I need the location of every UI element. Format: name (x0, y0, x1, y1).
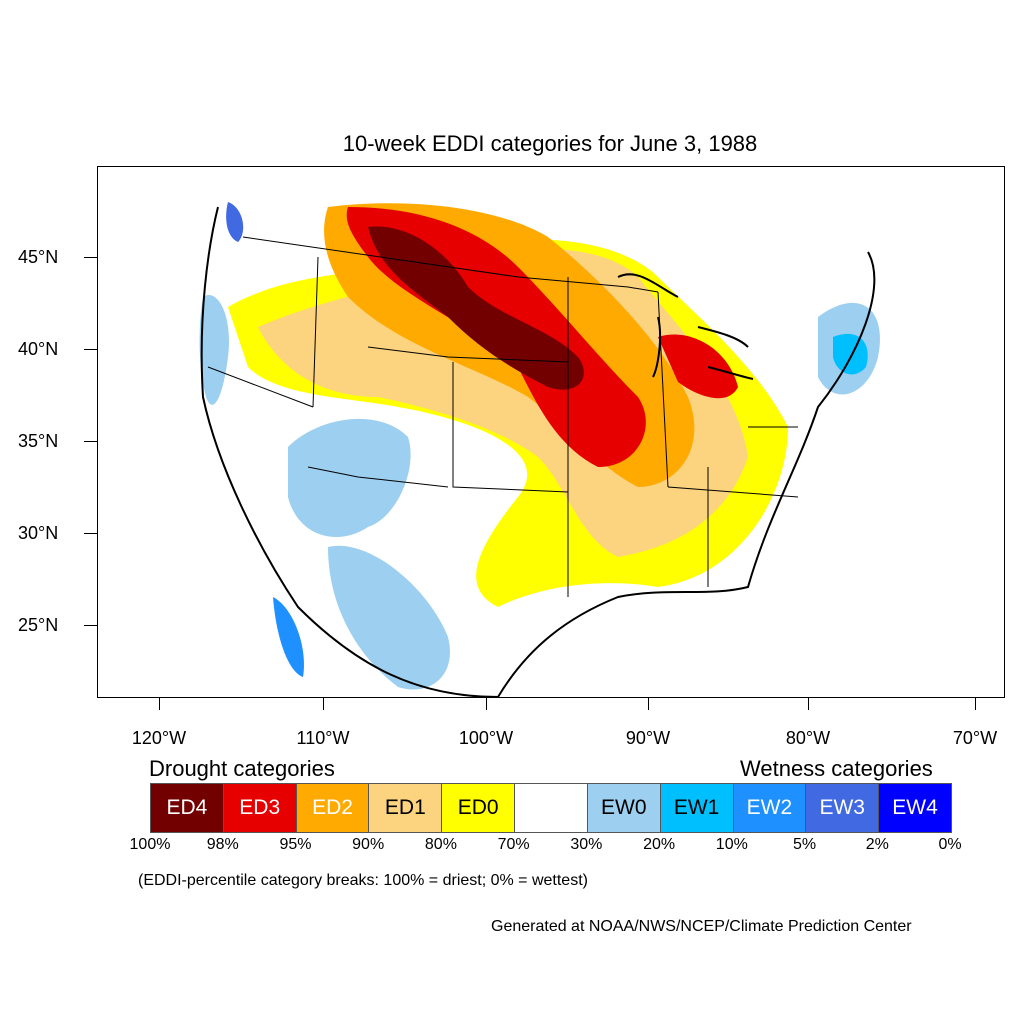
break-label: 70% (497, 836, 530, 853)
break-label: 90% (352, 836, 385, 853)
credit-text: Generated at NOAA/NWS/NCEP/Climate Predi… (491, 918, 912, 935)
lat-label-25: 25°N (18, 615, 59, 635)
lon-label-80: 80°W (785, 728, 831, 748)
legend-swatch-ed4: ED4 (151, 784, 224, 832)
great-lakes (617, 273, 754, 380)
lon-tick (323, 697, 324, 710)
wet-baja (273, 597, 304, 677)
break-label: 30% (570, 836, 603, 853)
legend-swatch-ew4: EW4 (879, 784, 951, 832)
lon-tick (648, 697, 649, 710)
legend-swatch-ew3: EW3 (806, 784, 880, 832)
legend-note: (EDDI-percentile category breaks: 100% =… (138, 872, 588, 889)
boundary-lines (207, 236, 799, 597)
legend-swatch-ed0: ED0 (442, 784, 516, 832)
wet-mexico (328, 545, 450, 690)
lon-label-120: 120°W (131, 728, 187, 748)
lon-tick (808, 697, 809, 710)
wetness-heading: Wetness categories (740, 756, 933, 781)
map-title: 10-week EDDI categories for June 3, 1988 (342, 131, 758, 156)
lon-label-90: 90°W (625, 728, 671, 748)
wet-northeast-core (833, 333, 868, 375)
ed4-region (368, 226, 584, 390)
lat-tick (84, 257, 97, 258)
lat-tick (84, 625, 97, 626)
drought-heading: Drought categories (149, 756, 335, 781)
legend-swatch-ew0: EW0 (587, 784, 661, 832)
break-label: 98% (206, 836, 239, 853)
legend-swatch-neutral (515, 784, 588, 832)
eddi-map (97, 166, 1005, 698)
legend-swatch-ew2: EW2 (733, 784, 807, 832)
lat-tick (84, 441, 97, 442)
lat-label-35: 35°N (18, 431, 59, 451)
break-label: 5% (792, 836, 817, 853)
legend-swatch-ed3: ED3 (223, 784, 297, 832)
wet-southwest (288, 418, 411, 537)
lat-label-30: 30°N (18, 523, 59, 543)
legend-swatch-ed1: ED1 (369, 784, 443, 832)
break-label: 100% (129, 836, 171, 853)
lon-label-70: 70°W (952, 728, 998, 748)
lon-label-100: 100°W (458, 728, 514, 748)
break-label: 2% (865, 836, 889, 853)
coastline (200, 206, 876, 697)
break-label: 80% (424, 836, 457, 853)
break-label: 10% (715, 836, 748, 853)
lat-tick (84, 533, 97, 534)
break-label: 95% (279, 836, 312, 853)
lon-tick (486, 697, 487, 710)
lon-tick (159, 697, 160, 710)
lon-label-110: 110°W (296, 728, 350, 748)
break-label: 0% (938, 836, 962, 853)
lat-label-45: 45°N (18, 247, 59, 267)
ed3-great-lakes (658, 334, 738, 399)
wet-pacific-coast (199, 295, 229, 405)
lon-tick (975, 697, 976, 710)
wet-puget (226, 202, 244, 242)
legend-swatch-ed2: ED2 (296, 784, 370, 832)
category-legend: ED4 ED3 ED2 ED1 ED0 EW0 EW1 EW2 EW3 EW4 (150, 783, 952, 833)
lat-tick (84, 349, 97, 350)
map-canvas (198, 195, 888, 697)
legend-swatch-ew1: EW1 (660, 784, 734, 832)
lat-label-40: 40°N (18, 339, 59, 359)
break-label: 20% (643, 836, 676, 853)
